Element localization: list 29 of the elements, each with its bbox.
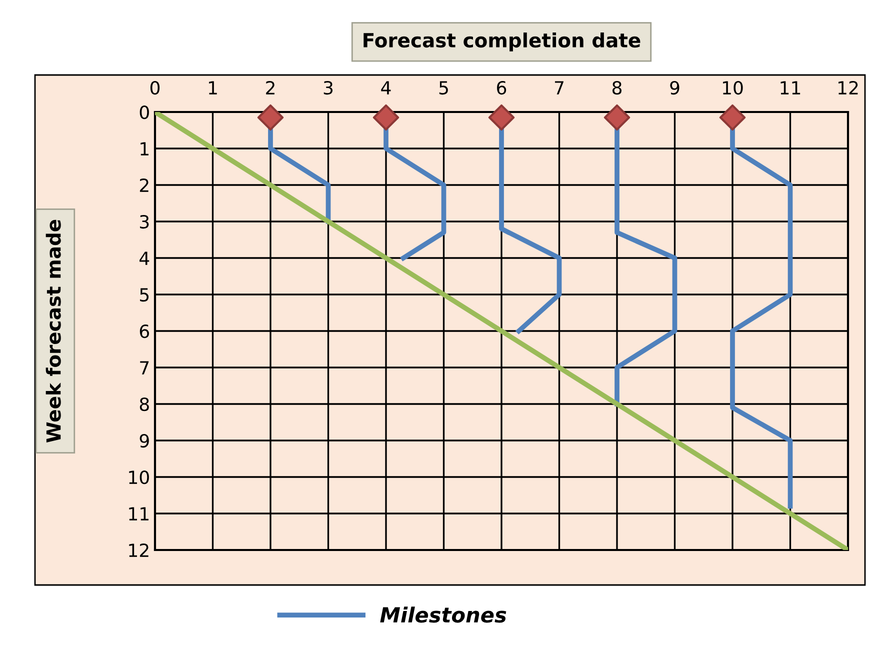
y-tick-label: 2 (140, 178, 148, 192)
y-tick-label: 4 (140, 252, 150, 265)
y-tick-label: 5 (140, 288, 149, 302)
y-tick-label: 1 (140, 142, 148, 156)
y-tick-label: 8 (140, 397, 149, 412)
x-tick-label: 4 (381, 81, 391, 94)
x-axis-title: Forecast completion date (364, 32, 640, 52)
y-tick-label: 0 (140, 105, 149, 120)
x-tick-label: 12 (838, 80, 858, 94)
x-tick-label: 0 (150, 80, 160, 95)
x-tick-label: 11 (780, 81, 800, 94)
x-tick-label: 2 (266, 80, 274, 94)
y-tick-label: 3 (140, 214, 149, 229)
x-tick-label: 1 (208, 81, 217, 94)
x-tick-label: 8 (612, 80, 622, 95)
y-tick-label: 10 (129, 470, 149, 484)
x-tick-label: 3 (324, 80, 333, 95)
x-tick-label: 10 (722, 80, 743, 95)
y-tick-label: 11 (129, 507, 148, 520)
x-tick-label: 6 (497, 80, 506, 95)
x-tick-label: 7 (554, 81, 564, 94)
x-tick-label: 5 (439, 81, 448, 95)
y-axis-title: Week forecast made (46, 220, 61, 443)
y-tick-label: 12 (129, 543, 148, 557)
y-tick-label: 7 (140, 361, 149, 374)
y-tick-label: 6 (140, 324, 149, 338)
legend-label: Milestones (380, 606, 506, 623)
x-tick-label: 9 (670, 80, 680, 95)
y-tick-label: 9 (140, 434, 149, 448)
